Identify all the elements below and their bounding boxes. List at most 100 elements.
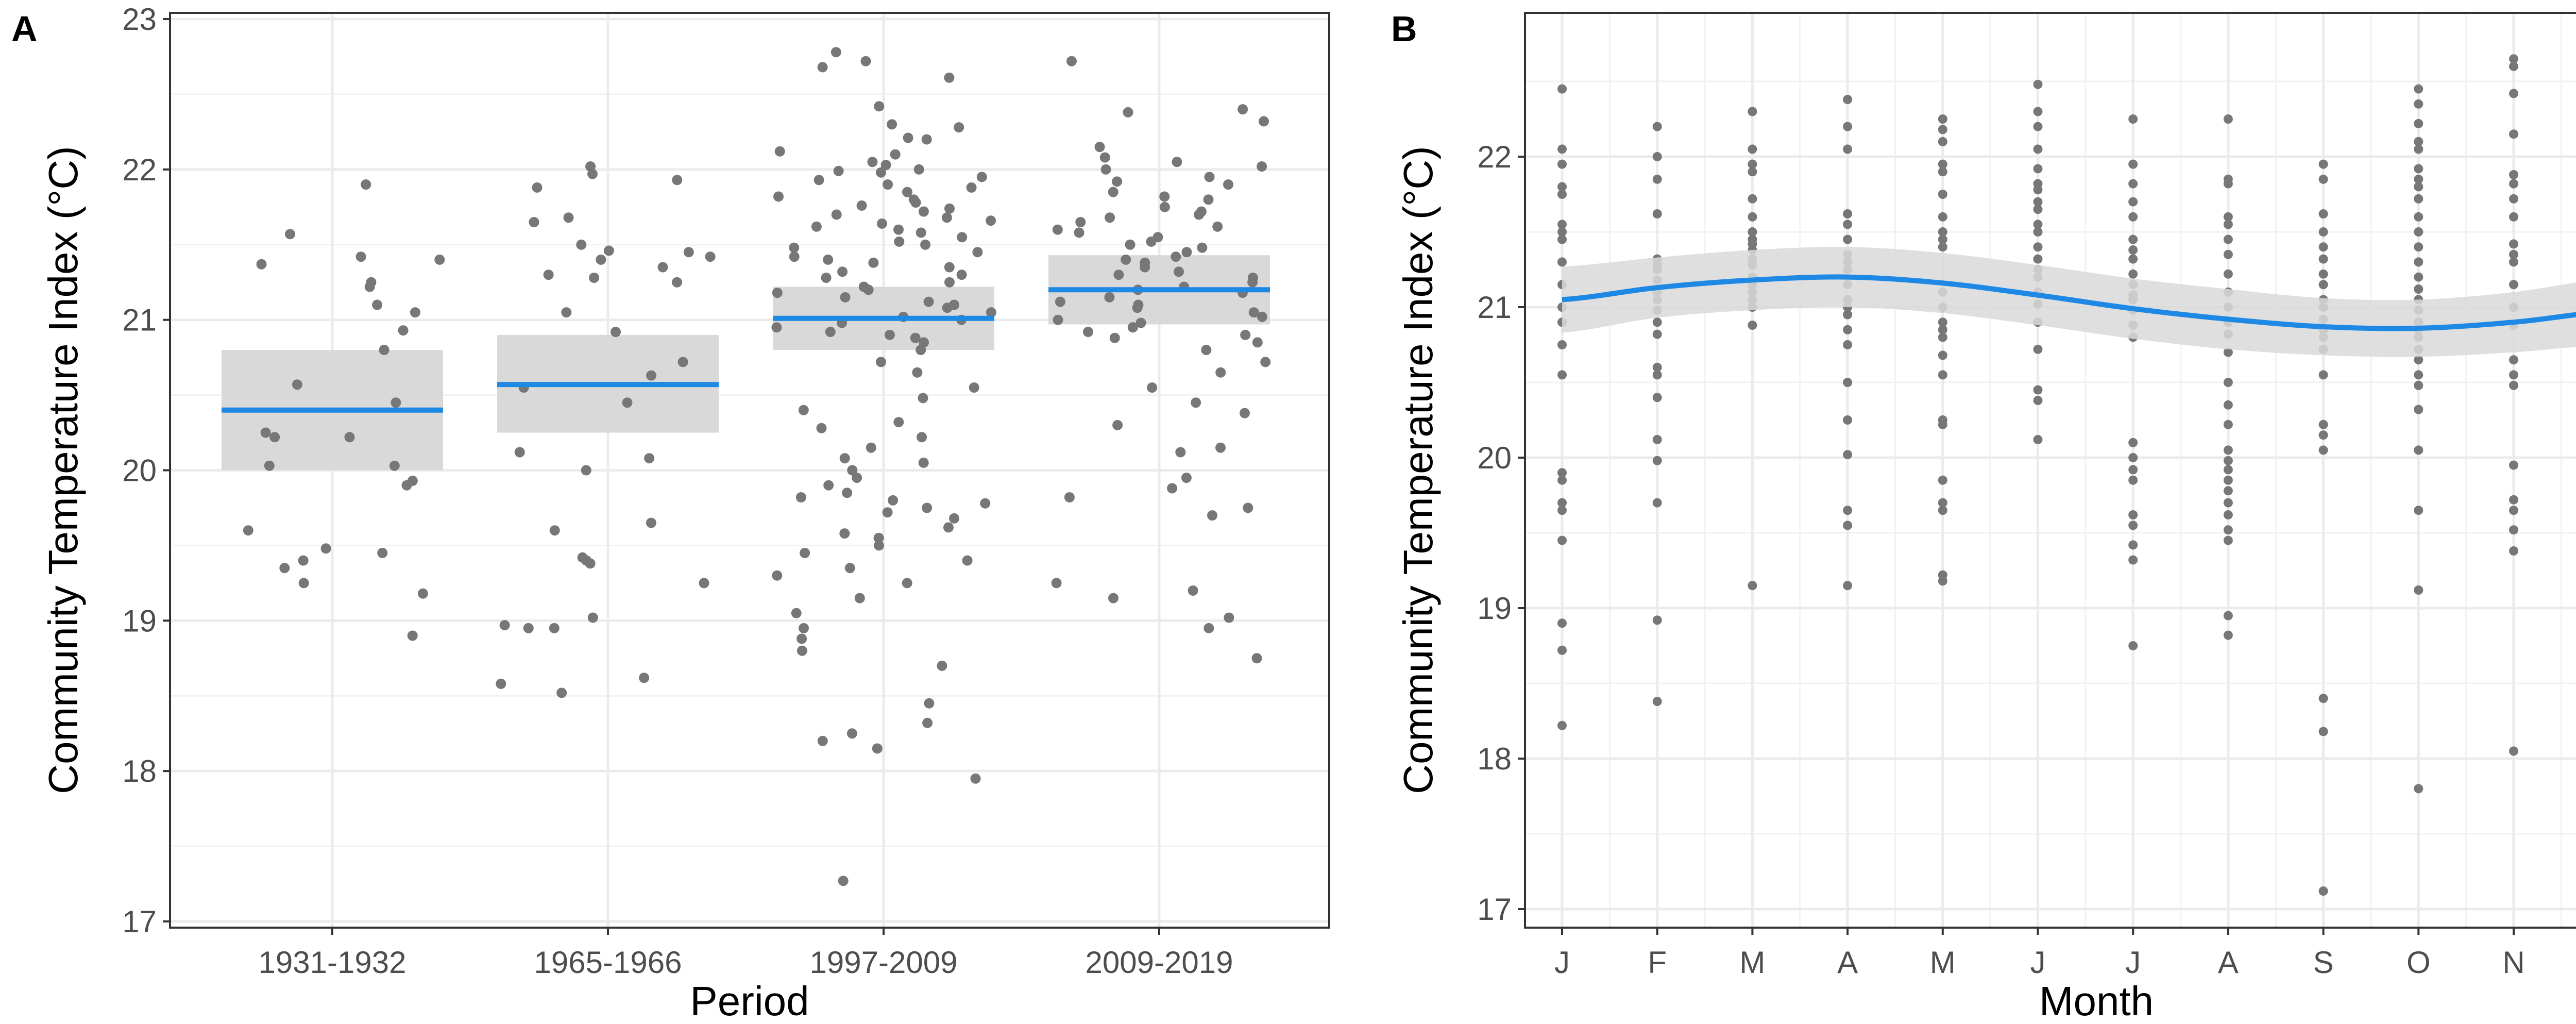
panel-a-point (796, 645, 807, 656)
panel-b-point (1938, 212, 1947, 222)
panel-a-x-tick-label: 2009-2019 (1086, 945, 1233, 980)
panel-b-point (2033, 254, 2043, 264)
panel-a: A 17 18 19 20 21 22 23 1931-1932 1965-1966 1997-2… (11, 2, 1330, 1024)
panel-b-point (1843, 122, 1853, 131)
panel-b-point (2223, 535, 2233, 545)
panel-a-point (1053, 314, 1063, 325)
panel-a-point (956, 270, 967, 280)
panel-b-x-tick-label: F (1648, 945, 1667, 980)
panel-a-y-tick-label: 17 (122, 904, 157, 939)
panel-b-point (1843, 340, 1853, 349)
panel-b-point (2128, 510, 2138, 519)
panel-b-point (2128, 475, 2138, 485)
panel-b-point (2414, 137, 2424, 146)
panel-a-point (549, 623, 560, 633)
panel-a-point (922, 502, 933, 513)
panel-b-point (1843, 506, 1853, 515)
panel-a-point (1109, 332, 1120, 343)
panel-b-point (1843, 521, 1853, 530)
panel-a-point (1240, 329, 1251, 340)
panel-b-point (2033, 205, 2043, 214)
panel-a-point (1167, 483, 1178, 494)
panel-a-point (876, 357, 886, 367)
panel-b-point (1938, 137, 1947, 146)
panel-b-point (2509, 54, 2518, 64)
panel-a-point (611, 327, 621, 337)
panel-b-point (2033, 242, 2043, 252)
panel-a-point (1100, 164, 1111, 175)
panel-a-point (639, 673, 650, 683)
panel-b-point (2318, 445, 2328, 455)
panel-a-point (269, 432, 280, 443)
panel-b-point (2414, 405, 2424, 414)
panel-a-point (1238, 104, 1248, 115)
panel-b-point (1652, 498, 1662, 508)
panel-b-point (2509, 89, 2518, 98)
panel-a-point (1207, 510, 1217, 521)
panel-b-point (1557, 159, 1567, 169)
panel-a-point (581, 465, 591, 476)
panel-a-point (912, 367, 923, 378)
panel-b-y-tick-label: 19 (1477, 591, 1512, 626)
panel-b-point (2318, 209, 2328, 219)
panel-b-point (1652, 456, 1662, 465)
panel-a-point (1257, 311, 1267, 322)
panel-b-point (2414, 174, 2424, 184)
panel-b-point (1938, 167, 1947, 177)
panel-b-point (2414, 370, 2424, 380)
panel-a-point (868, 257, 879, 268)
panel-b-point (2033, 344, 2043, 354)
panel-a-point (791, 608, 802, 618)
panel-a-point (1181, 473, 1192, 483)
panel-b-x-tick-label: J (1554, 945, 1570, 980)
panel-a-x-tick-label: 1965-1966 (534, 945, 682, 980)
panel-b-point (1557, 220, 1567, 229)
panel-b-point (1557, 257, 1567, 267)
panel-a-point (243, 525, 253, 536)
panel-b-point (2223, 212, 2233, 222)
panel-a-point (814, 175, 824, 186)
panel-a-point (1171, 251, 1181, 262)
panel-b-point (1748, 107, 1757, 116)
panel-b-tag: B (1391, 9, 1417, 49)
panel-b-point (2128, 641, 2138, 650)
panel-a-point (410, 307, 420, 318)
panel-a-point (499, 620, 510, 631)
panel-a-point (902, 578, 912, 589)
panel-a-point (880, 160, 891, 171)
panel-a-point (854, 593, 865, 603)
panel-a-point (876, 167, 886, 178)
panel-b-point (2128, 453, 2138, 462)
panel-b-x-tick-label: J (2030, 945, 2046, 980)
panel-a-point (657, 262, 668, 273)
panel-a-point (910, 332, 921, 343)
panel-b-point (1748, 159, 1757, 169)
panel-a-point (543, 270, 554, 280)
panel-b-point (1938, 242, 1947, 252)
panel-b-point (2223, 269, 2233, 279)
panel-a-point (856, 200, 867, 211)
panel-a-point (789, 251, 800, 262)
panel-b-point (1843, 310, 1853, 320)
panel-a-point (1201, 345, 1212, 355)
panel-b-point (2128, 197, 2138, 207)
panel-a-point (800, 548, 810, 558)
panel-b-point (1748, 167, 1757, 177)
panel-b-point (2033, 197, 2043, 207)
panel-a-point (1240, 408, 1250, 418)
panel-a-point (872, 743, 883, 754)
panel-a-point (943, 522, 954, 533)
panel-a-point (894, 236, 905, 247)
panel-b-point (1652, 435, 1662, 444)
panel-a-point (842, 488, 853, 498)
panel-a-point (798, 405, 809, 415)
panel-a-point (1243, 502, 1253, 513)
panel-a-point (561, 307, 572, 318)
panel-b-point (2509, 380, 2518, 390)
panel-b-point (1938, 370, 1947, 380)
panel-b-point (1557, 506, 1567, 515)
panel-b-point (2223, 445, 2233, 455)
panel-b-point (1938, 506, 1947, 515)
panel-a-point (1140, 262, 1150, 273)
panel-a-point (910, 197, 921, 208)
